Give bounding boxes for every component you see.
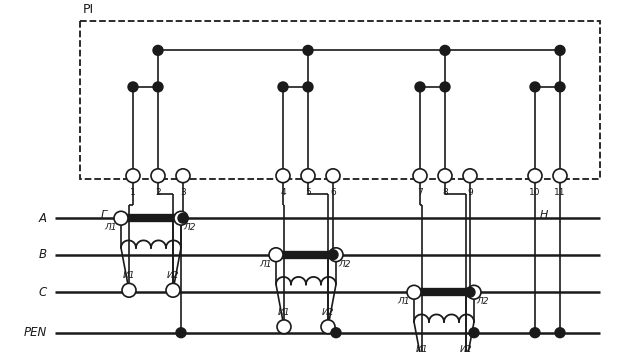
Circle shape xyxy=(438,169,452,183)
Circle shape xyxy=(278,82,288,92)
Circle shape xyxy=(301,169,315,183)
Text: Л2: Л2 xyxy=(338,260,350,269)
Text: 2: 2 xyxy=(155,188,161,196)
Circle shape xyxy=(178,213,188,223)
Circle shape xyxy=(555,328,565,338)
Circle shape xyxy=(303,45,313,55)
Text: Л1: Л1 xyxy=(260,260,272,269)
Text: 9: 9 xyxy=(467,188,473,196)
Circle shape xyxy=(553,169,567,183)
Text: И1: И1 xyxy=(278,308,290,317)
Text: Г: Г xyxy=(100,210,107,220)
Circle shape xyxy=(166,283,180,297)
Circle shape xyxy=(530,328,540,338)
Circle shape xyxy=(114,211,128,225)
Circle shape xyxy=(465,287,475,297)
Circle shape xyxy=(174,211,188,225)
Text: 6: 6 xyxy=(330,188,336,196)
Text: РI: РI xyxy=(83,3,94,16)
Circle shape xyxy=(329,248,343,262)
Circle shape xyxy=(328,250,338,260)
Circle shape xyxy=(122,283,136,297)
Text: С: С xyxy=(38,286,47,299)
Circle shape xyxy=(528,169,542,183)
Text: 8: 8 xyxy=(442,188,448,196)
Circle shape xyxy=(440,45,450,55)
Text: Л1: Л1 xyxy=(397,297,410,306)
Circle shape xyxy=(469,328,479,338)
Text: Н: Н xyxy=(540,210,548,220)
Text: 4: 4 xyxy=(280,188,286,196)
Circle shape xyxy=(415,82,425,92)
Text: Л2: Л2 xyxy=(476,297,489,306)
Text: 5: 5 xyxy=(305,188,311,196)
Text: И2: И2 xyxy=(322,308,334,317)
Circle shape xyxy=(555,82,565,92)
Circle shape xyxy=(440,82,450,92)
Circle shape xyxy=(321,320,335,334)
Circle shape xyxy=(303,82,313,92)
Circle shape xyxy=(331,328,341,338)
Text: Л1: Л1 xyxy=(105,223,117,232)
Text: И2: И2 xyxy=(167,272,179,280)
Text: 10: 10 xyxy=(529,188,541,196)
Text: PEN: PEN xyxy=(24,326,47,339)
Text: В: В xyxy=(39,248,47,261)
Circle shape xyxy=(176,169,190,183)
Text: И1: И1 xyxy=(416,346,428,354)
Text: 7: 7 xyxy=(417,188,423,196)
Text: 3: 3 xyxy=(180,188,186,196)
Circle shape xyxy=(151,169,165,183)
Circle shape xyxy=(153,45,163,55)
Circle shape xyxy=(555,45,565,55)
Circle shape xyxy=(269,248,283,262)
Circle shape xyxy=(153,82,163,92)
Text: И2: И2 xyxy=(460,346,472,354)
Circle shape xyxy=(326,169,340,183)
Circle shape xyxy=(407,285,421,299)
Circle shape xyxy=(413,169,427,183)
Text: Л2: Л2 xyxy=(183,223,195,232)
Circle shape xyxy=(463,169,477,183)
Circle shape xyxy=(126,169,140,183)
Text: И1: И1 xyxy=(123,272,135,280)
Text: 1: 1 xyxy=(130,188,136,196)
Text: 11: 11 xyxy=(554,188,565,196)
Circle shape xyxy=(276,169,290,183)
Circle shape xyxy=(467,285,481,299)
Circle shape xyxy=(176,328,186,338)
Text: А: А xyxy=(39,212,47,225)
Circle shape xyxy=(128,82,138,92)
Circle shape xyxy=(530,82,540,92)
Circle shape xyxy=(277,320,291,334)
